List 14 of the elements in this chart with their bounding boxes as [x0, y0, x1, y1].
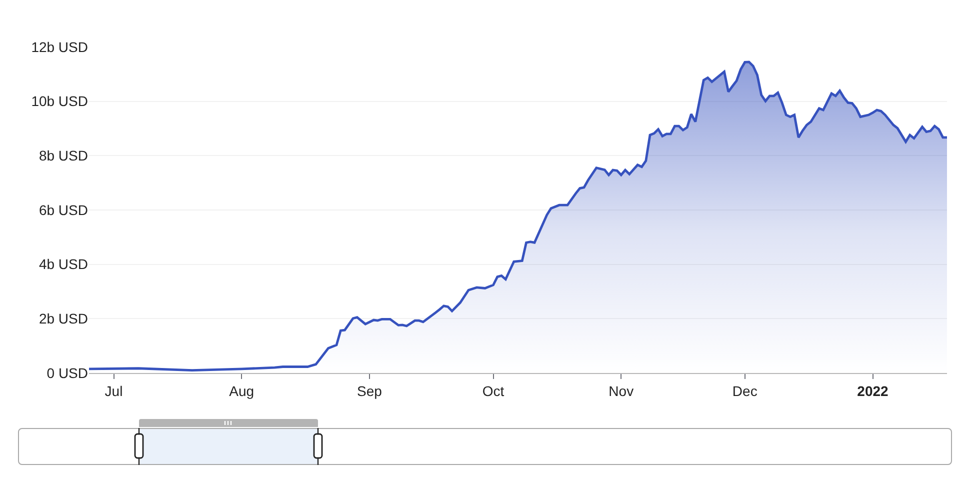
x-tick-label: Jul [104, 382, 123, 399]
x-tick-label: 2022 [857, 382, 889, 399]
x-tick-label: Dec [732, 382, 758, 399]
y-tick-label: 10b USD [31, 93, 88, 110]
x-tick-label: Sep [357, 382, 382, 399]
y-tick-label: 2b USD [38, 310, 88, 327]
x-tick-label: Nov [608, 382, 634, 399]
y-tick-label: 0 USD [46, 364, 88, 381]
y-tick-label: 12b USD [31, 38, 88, 55]
y-tick-label: 4b USD [38, 256, 88, 272]
x-tick-label: Oct [482, 382, 504, 399]
y-tick-label: 6b USD [38, 202, 88, 218]
x-tick-label: Aug [229, 382, 254, 399]
y-tick-label: 8b USD [38, 148, 88, 164]
